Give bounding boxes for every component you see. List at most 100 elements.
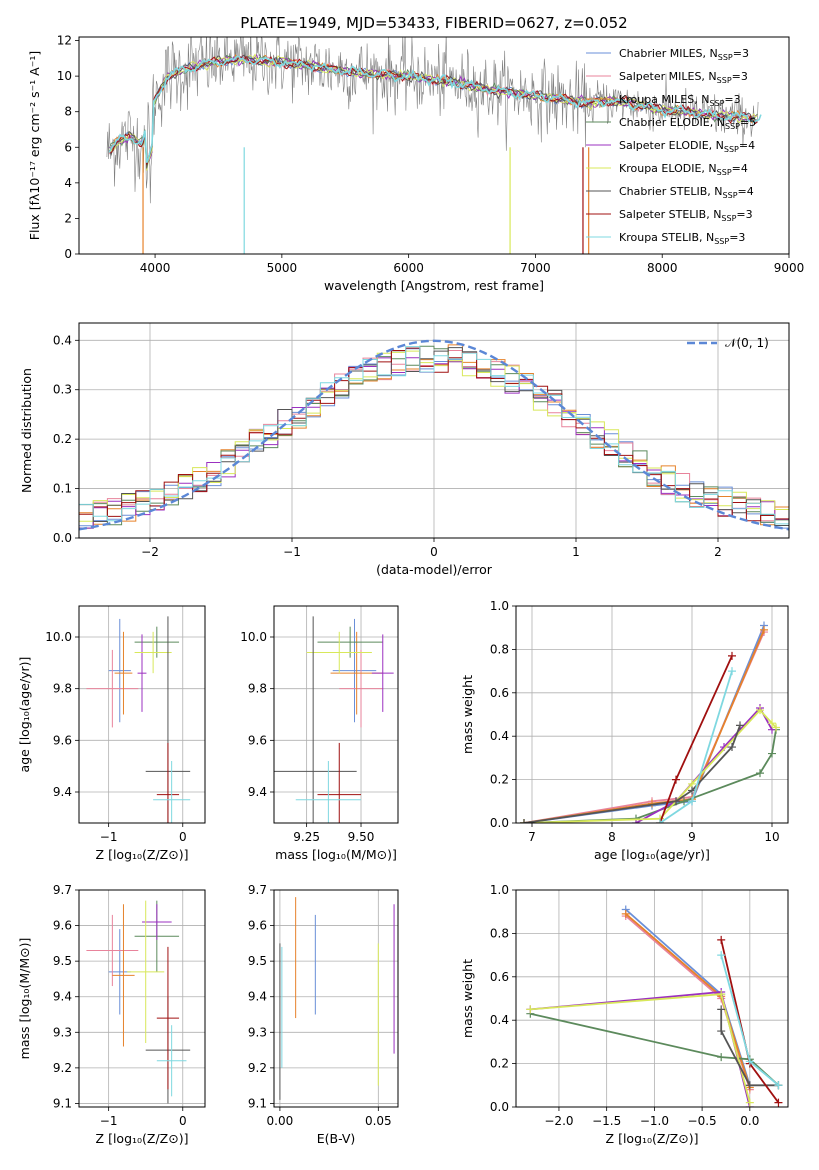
x-tick-label: 1 [572,545,580,559]
legend-sub: SSP [718,53,733,62]
plot-area [526,905,783,1107]
residual-histogram-kroupa_stelib [79,346,789,525]
plot-area [520,621,780,823]
legend-entry: Chabrier ELODIE, NSSP=5 [619,116,756,131]
plot-area [106,37,762,254]
legend-gaussian-label: 𝒩(0, 1) [725,336,769,350]
legend-entry: Chabrier STELIB, NSSP=4 [619,185,754,200]
x-tick-label: 0 [430,545,438,559]
legend-label: Chabrier ELODIE, N [619,116,725,129]
weight-marker-salpeter_stelib [717,935,726,944]
legend-entry: Chabrier MILES, NSSP=3 [619,47,749,62]
residual-histogram-chabrier_stelib [79,347,789,526]
y-tick-label: 0.2 [53,432,72,446]
y-tick-label: 10.0 [240,630,267,644]
legend-entry: Kroupa MILES, NSSP=3 [619,93,741,108]
plot-area [79,339,789,531]
weight-marker-kroupa_miles [621,909,630,918]
weight-marker-kroupa_stelib [656,819,664,823]
y-tick-label: 12 [57,34,72,48]
gaussian-curve [79,339,789,531]
weight-line-salpeter_elodie [530,991,751,1107]
y-tick-label: 9.6 [53,733,72,747]
panel-mass_vs_Z: −1 0 9.1 9.2 9.3 9.4 9.5 9.6 9.7 Z [log₁₀(Z/Z⊙)] m… [17,883,206,1146]
weight-line-kroupa_miles [523,629,765,823]
x-tick-label: 0 [179,1114,187,1128]
legend-sub: SSP [725,122,740,131]
x-axis-label: wavelength [Angstrom, rest frame] [324,278,544,293]
x-tick-label: 0.00 [267,1114,294,1128]
panel-spectrum: 4000 5000 6000 7000 8000 9000 0 2 4 6 8 10 12 wavelen… [27,34,805,293]
x-tick-label: −1 [283,545,301,559]
axes-frame [273,605,399,824]
weight-line-salpeter_stelib [659,655,733,823]
spectrum-legend: Chabrier MILES, NSSP=3 Salpeter MILES, NS… [586,47,756,246]
plot-area [279,897,395,1100]
y-tick-label: 9.4 [53,785,72,799]
y-tick-label: 9.6 [248,919,267,933]
y-tick-label: 10.0 [45,630,72,644]
axes-frame [78,36,790,255]
y-tick-label: 10 [57,69,72,83]
axes-frame [273,889,399,1108]
y-tick-label: 9.8 [53,682,72,696]
y-axis-label: mass [log₁₀(M/M⊙)] [17,938,32,1060]
x-tick-label: 0.0 [740,1114,759,1128]
weight-marker-salpeter_stelib [774,1098,783,1107]
weight-line-chabrier_miles [523,625,765,823]
weight-marker-kroupa_miles [760,625,768,634]
x-axis-label: Z [log₁₀(Z/Z⊙)] [606,1131,699,1146]
observed-spectrum [106,37,759,204]
x-tick-label: −1 [100,1114,118,1128]
x-tick-label: 4000 [140,261,171,275]
legend-suffix: =4 [739,139,755,152]
weight-line-chabrier_elodie [523,729,777,823]
panel-weight_vs_Z: −2.0 −1.5 −1.0 −0.5 0.0 0.0 0.2 0.4 0.6 0.8 1.0 Z [… [460,883,789,1146]
weight-marker-chabrier_stelib [672,797,680,806]
weight-line-salpeter_miles [523,631,765,823]
y-tick-label: 9.2 [248,1061,267,1075]
weight-marker-chabrier_elodie [768,749,776,758]
legend-label: Salpeter STELIB, N [619,208,721,221]
y-tick-label: 9.1 [53,1096,72,1110]
y-tick-label: 4 [64,176,72,190]
legend-entry: Salpeter STELIB, NSSP=3 [619,208,753,223]
weight-marker-kroupa_elodie [526,1005,535,1014]
legend-sub: SSP [721,214,736,223]
legend-label: Kroupa ELODIE, N [619,162,717,175]
weight-line-kroupa_elodie [530,993,751,1103]
x-axis-label: mass [log₁₀(M/M⊙)] [275,847,397,862]
weight-marker-kroupa_stelib [745,1057,754,1066]
legend-label: Chabrier STELIB, N [619,185,723,198]
legend-entry: Salpeter MILES, NSSP=3 [619,70,748,85]
legend-label: Kroupa STELIB, N [619,231,714,244]
x-tick-label: 9.25 [293,830,320,844]
legend-label: Chabrier MILES, N [619,47,718,60]
y-tick-label: 0.8 [490,926,509,940]
x-tick-label: 9000 [774,261,805,275]
weight-line-chabrier_stelib [720,1009,779,1087]
legend-sub: SSP [723,191,738,200]
weight-marker-chabrier_elodie [680,797,688,806]
x-tick-label: −2.0 [544,1114,573,1128]
plot-area [86,616,191,823]
model-spectrum-chabrier_stelib [108,54,758,169]
y-tick-label: 0.8 [490,642,509,656]
weight-marker-chabrier_stelib [717,1005,726,1014]
legend-suffix: =4 [732,162,748,175]
figure-title: PLATE=1949, MJD=53433, FIBERID=0627, z=0… [240,14,627,32]
x-axis-label: Z [log₁₀(Z/Z⊙)] [96,847,189,862]
weight-marker-kroupa_elodie [756,706,764,715]
x-tick-label: 9 [688,830,696,844]
y-tick-label: 0.4 [490,729,509,743]
y-tick-label: 0.1 [53,482,72,496]
panel-age_vs_mass: 9.25 9.50 9.4 9.6 9.8 10.0 mass [log₁₀(M/M⊙)] [240,605,399,862]
legend-sub: SSP [709,99,724,108]
legend-label: Kroupa MILES, N [619,93,709,106]
y-tick-label: 9.3 [53,1025,72,1039]
panel-residuals: −2 −1 0 1 2 0.0 0.1 0.2 0.3 0.4 (data-model)/error… [19,322,790,577]
legend-suffix: =4 [738,185,754,198]
x-tick-label: 0 [179,830,187,844]
y-tick-label: 9.7 [53,883,72,897]
